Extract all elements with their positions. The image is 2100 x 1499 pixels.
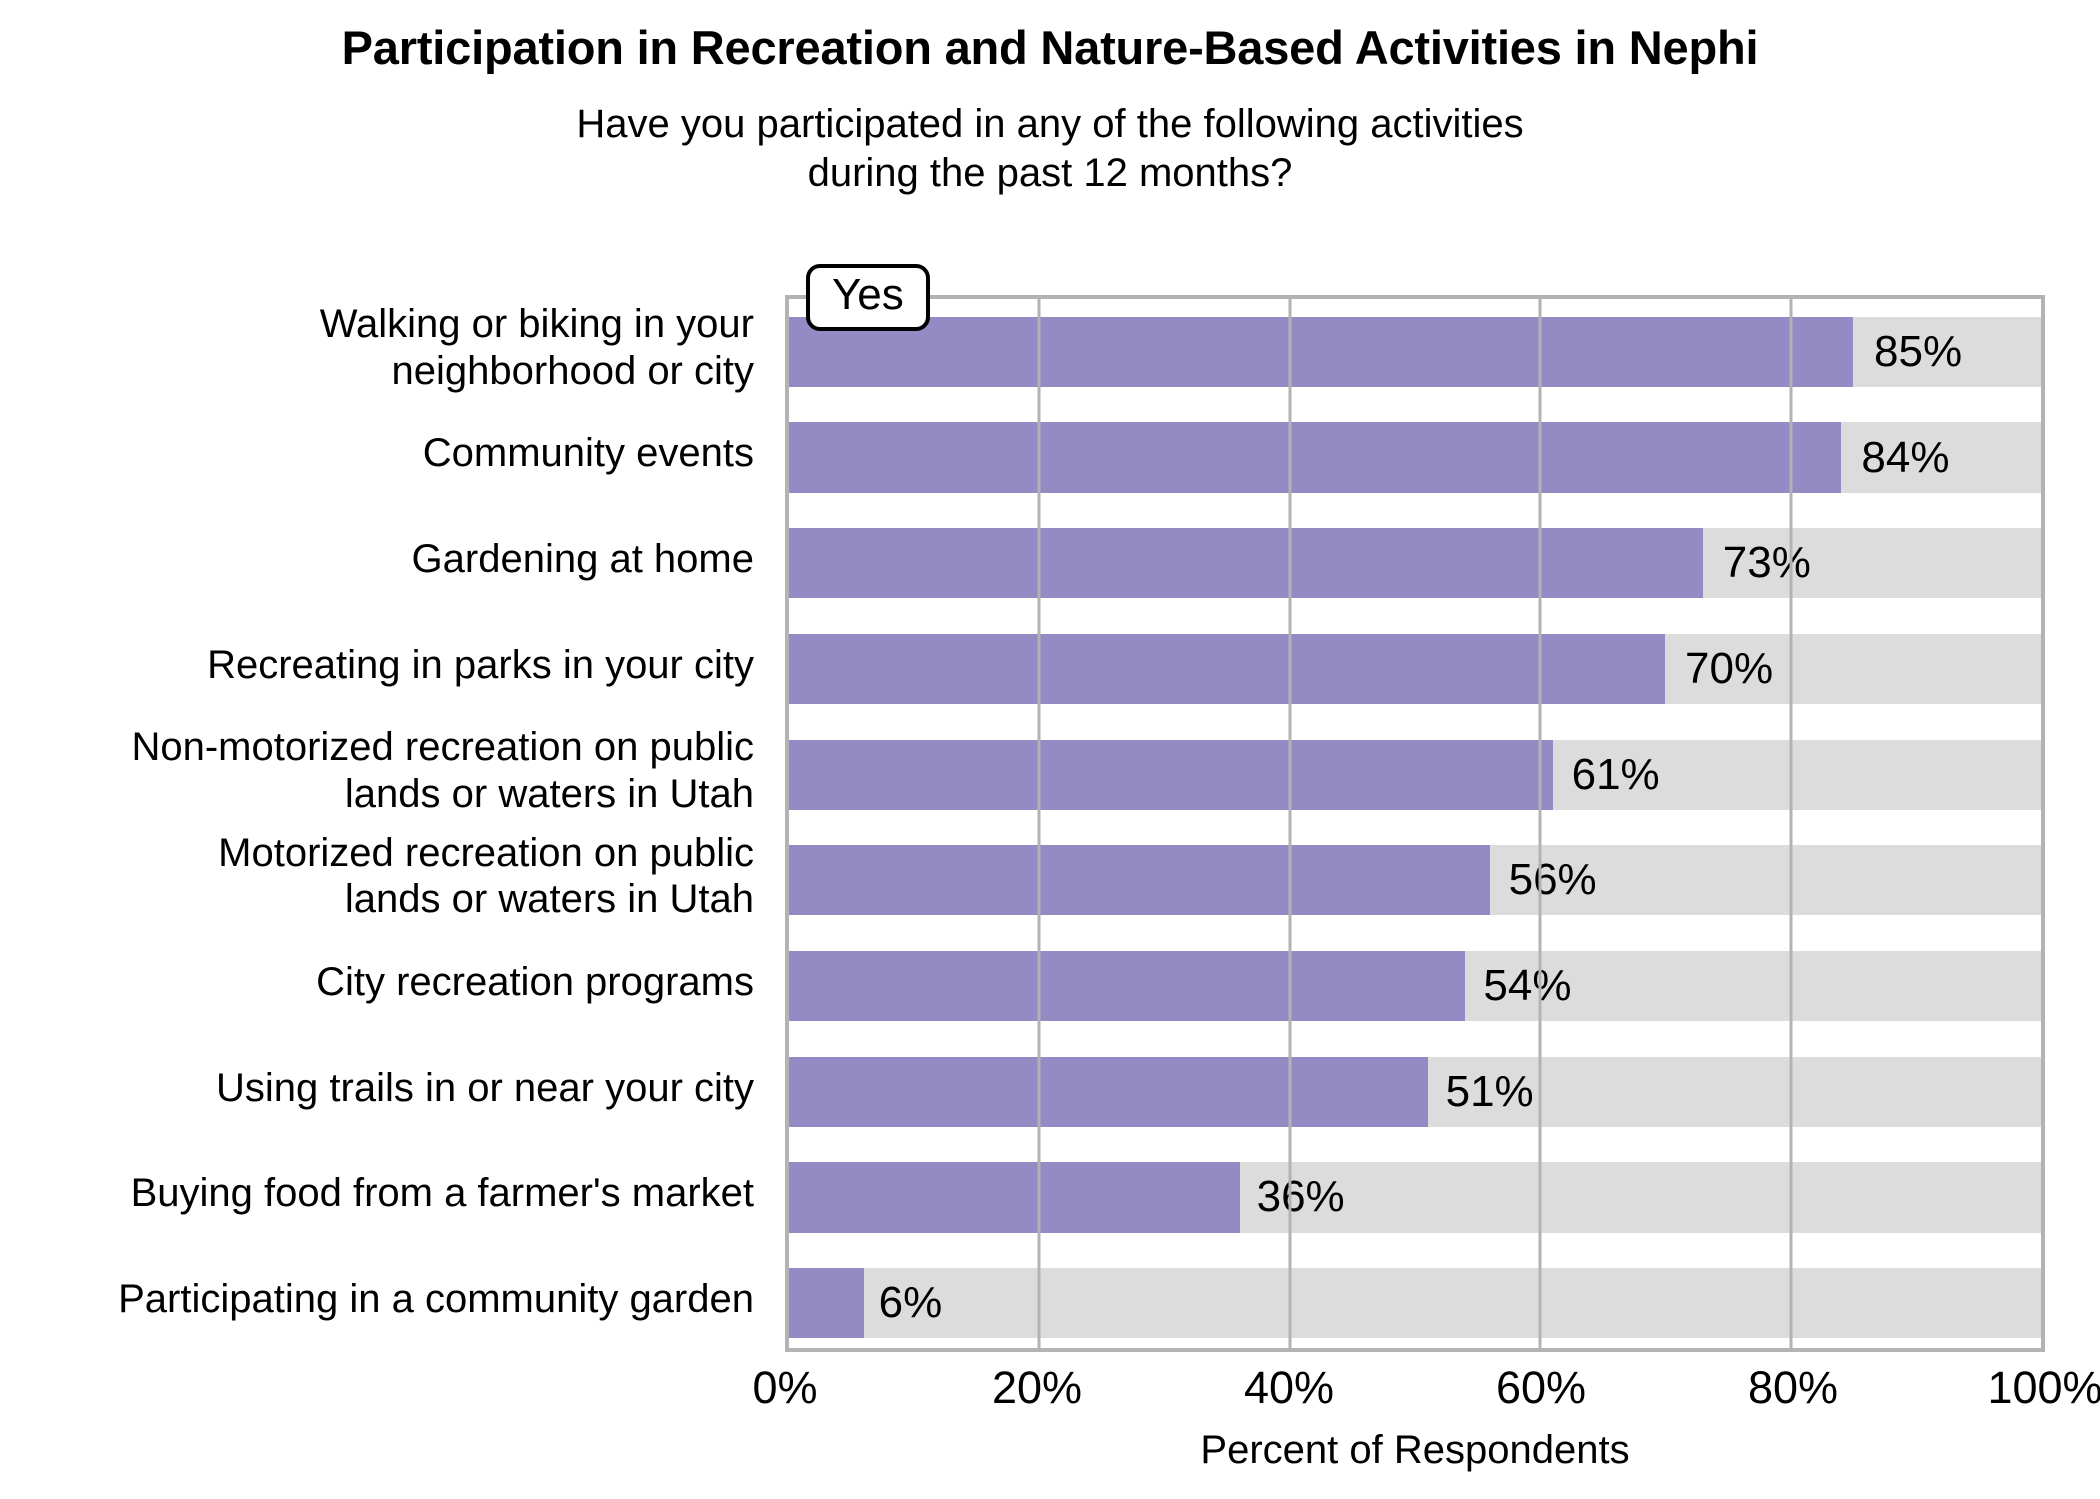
category-label-line: neighborhood or city bbox=[391, 348, 754, 393]
bar-yes[interactable] bbox=[789, 1268, 865, 1339]
gridline bbox=[1789, 299, 1793, 1348]
bar-yes[interactable] bbox=[789, 316, 1854, 387]
gridline bbox=[1538, 299, 1542, 1348]
chart-subtitle-line-1: Have you participated in any of the foll… bbox=[576, 102, 1524, 146]
bar-track bbox=[789, 1268, 2041, 1339]
bar-rows: 85% 84% 73% 70% 61% 56% 54% 51% 36% 6% bbox=[789, 299, 2041, 1348]
category-label-line: Community events bbox=[422, 431, 754, 476]
category-label-line: lands or waters in Utah bbox=[344, 771, 754, 816]
category-label-line: Walking or biking in your bbox=[319, 302, 754, 347]
bar-yes[interactable] bbox=[789, 845, 1491, 916]
x-axis-tick-label: 80% bbox=[1747, 1362, 1839, 1413]
category-label: Community events bbox=[423, 401, 754, 507]
bar-yes[interactable] bbox=[789, 950, 1466, 1022]
bar-value-label: 73% bbox=[1722, 538, 1811, 588]
gridline bbox=[1037, 299, 1041, 1348]
category-label-line: Motorized recreation on public bbox=[218, 830, 754, 875]
category-label: Gardening at home bbox=[412, 506, 754, 612]
category-label-line: Gardening at home bbox=[411, 537, 754, 582]
category-label: Participating in a community garden bbox=[118, 1246, 754, 1352]
category-label-line: City recreation programs bbox=[316, 959, 754, 1004]
category-label-line: Non-motorized recreation on public bbox=[131, 725, 754, 770]
bar-row: 85% bbox=[789, 316, 2041, 387]
category-label-line: Buying food from a farmer's market bbox=[130, 1171, 754, 1216]
bar-row: 36% bbox=[789, 1162, 2041, 1233]
bar-row: 6% bbox=[789, 1268, 2041, 1339]
x-axis-tick-label: 20% bbox=[991, 1362, 1083, 1413]
gridline bbox=[1288, 299, 1292, 1348]
bar-value-label: 36% bbox=[1256, 1172, 1345, 1222]
bar-value-label: 61% bbox=[1571, 749, 1660, 799]
bar-value-label: 54% bbox=[1483, 961, 1572, 1011]
category-label: Walking or biking in your neighborhood or… bbox=[320, 295, 754, 401]
chart-title: Participation in Recreation and Nature-B… bbox=[341, 21, 1759, 74]
x-axis-ticks: 0% 20% 40% 60% 80% 100% bbox=[752, 1362, 2100, 1422]
legend-label: Yes bbox=[832, 270, 904, 319]
category-label-line: Participating in a community garden bbox=[118, 1276, 754, 1321]
bar-yes[interactable] bbox=[789, 1056, 1428, 1127]
category-label-line: Recreating in parks in your city bbox=[207, 642, 754, 687]
plot-area: 85% 84% 73% 70% 61% 56% 54% 51% 36% 6% bbox=[785, 295, 2045, 1352]
bar-value-label: 85% bbox=[1874, 326, 1963, 376]
category-label: Motorized recreation on public lands or w… bbox=[218, 824, 754, 930]
bar-value-label: 84% bbox=[1861, 432, 1950, 482]
bar-yes[interactable] bbox=[789, 528, 1703, 599]
bar-row: 84% bbox=[789, 422, 2041, 493]
category-label-line: Using trails in or near your city bbox=[216, 1065, 754, 1110]
category-label: Buying food from a farmer's market bbox=[131, 1141, 754, 1247]
x-axis-tick-label: 60% bbox=[1495, 1362, 1587, 1413]
bar-row: 61% bbox=[789, 739, 2041, 810]
bar-row: 70% bbox=[789, 633, 2041, 705]
category-label: City recreation programs bbox=[316, 929, 754, 1035]
bar-row: 56% bbox=[789, 845, 2041, 916]
bar-row: 73% bbox=[789, 528, 2041, 599]
bar-value-label: 70% bbox=[1685, 643, 1774, 693]
bar-yes[interactable] bbox=[789, 422, 1841, 493]
category-label: Recreating in parks in your city bbox=[207, 612, 754, 718]
x-axis-tick-label: 40% bbox=[1243, 1362, 1335, 1413]
bar-yes[interactable] bbox=[789, 1162, 1240, 1233]
bar-value-label: 6% bbox=[878, 1278, 943, 1328]
bar-row: 54% bbox=[789, 950, 2041, 1022]
bar-row: 51% bbox=[789, 1056, 2041, 1127]
x-axis-title: Percent of Respondents bbox=[1200, 1428, 1630, 1472]
category-label: Non-motorized recreation on public lands … bbox=[131, 718, 754, 824]
bar-yes[interactable] bbox=[789, 739, 1553, 810]
bar-value-label: 51% bbox=[1445, 1066, 1534, 1116]
chart-subtitle-line-2: during the past 12 months? bbox=[807, 150, 1293, 195]
category-label: Using trails in or near your city bbox=[216, 1035, 754, 1141]
x-axis-tick-label: 100% bbox=[1987, 1362, 2100, 1413]
chart-subtitle: Have you participated in any of the foll… bbox=[0, 100, 2100, 198]
y-axis-category-labels: Walking or biking in your neighborhood or… bbox=[0, 295, 770, 1352]
category-label-line: lands or waters in Utah bbox=[344, 877, 754, 922]
bar-yes[interactable] bbox=[789, 633, 1666, 705]
x-axis-tick-label: 0% bbox=[752, 1362, 818, 1413]
bar-value-label: 56% bbox=[1508, 855, 1597, 905]
legend-yes[interactable]: Yes bbox=[806, 264, 930, 331]
